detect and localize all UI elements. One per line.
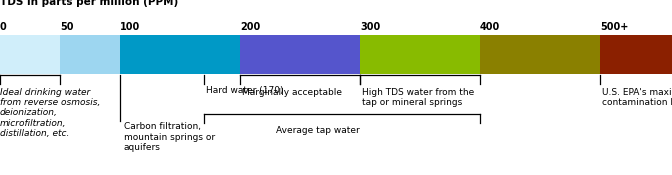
Text: 50: 50 — [60, 22, 73, 32]
Bar — [480, 35, 600, 74]
Bar — [240, 35, 360, 74]
Text: Carbon filtration,
mountain springs or
aquifers: Carbon filtration, mountain springs or a… — [124, 122, 215, 152]
Text: Marginally acceptable: Marginally acceptable — [243, 88, 343, 96]
Text: U.S. EPA's maximum
contamination level: U.S. EPA's maximum contamination level — [602, 88, 672, 107]
Text: Ideal drinking water
from reverse osmosis,
deionization,
microfiltration,
distil: Ideal drinking water from reverse osmosi… — [0, 88, 100, 138]
Bar — [600, 35, 672, 74]
Bar — [120, 35, 240, 74]
Text: 300: 300 — [360, 22, 380, 32]
Text: 0: 0 — [0, 22, 7, 32]
Text: 400: 400 — [480, 22, 500, 32]
Text: 500+: 500+ — [600, 22, 628, 32]
Text: Average tap water: Average tap water — [276, 126, 360, 135]
Bar — [60, 35, 120, 74]
Text: High TDS water from the
tap or mineral springs: High TDS water from the tap or mineral s… — [362, 88, 474, 107]
Text: TDS in parts per million (PPM): TDS in parts per million (PPM) — [0, 0, 178, 7]
Text: 200: 200 — [240, 22, 260, 32]
Bar — [0, 35, 60, 74]
Text: 100: 100 — [120, 22, 140, 32]
Text: Hard water (170): Hard water (170) — [206, 86, 284, 95]
Bar — [360, 35, 480, 74]
